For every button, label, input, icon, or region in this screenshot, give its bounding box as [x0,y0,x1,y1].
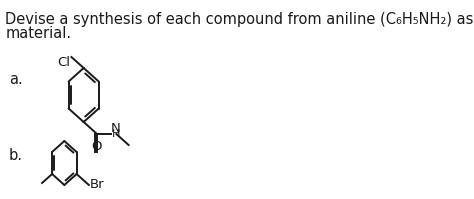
Text: b.: b. [9,148,23,163]
Text: N: N [111,122,121,135]
Text: Cl: Cl [57,56,70,69]
Text: Br: Br [90,178,104,190]
Text: material.: material. [5,26,71,41]
Text: H: H [112,129,120,139]
Text: a.: a. [9,72,23,87]
Text: O: O [91,140,101,153]
Text: Devise a synthesis of each compound from aniline (C₆H₅NH₂) as starting: Devise a synthesis of each compound from… [5,12,474,27]
